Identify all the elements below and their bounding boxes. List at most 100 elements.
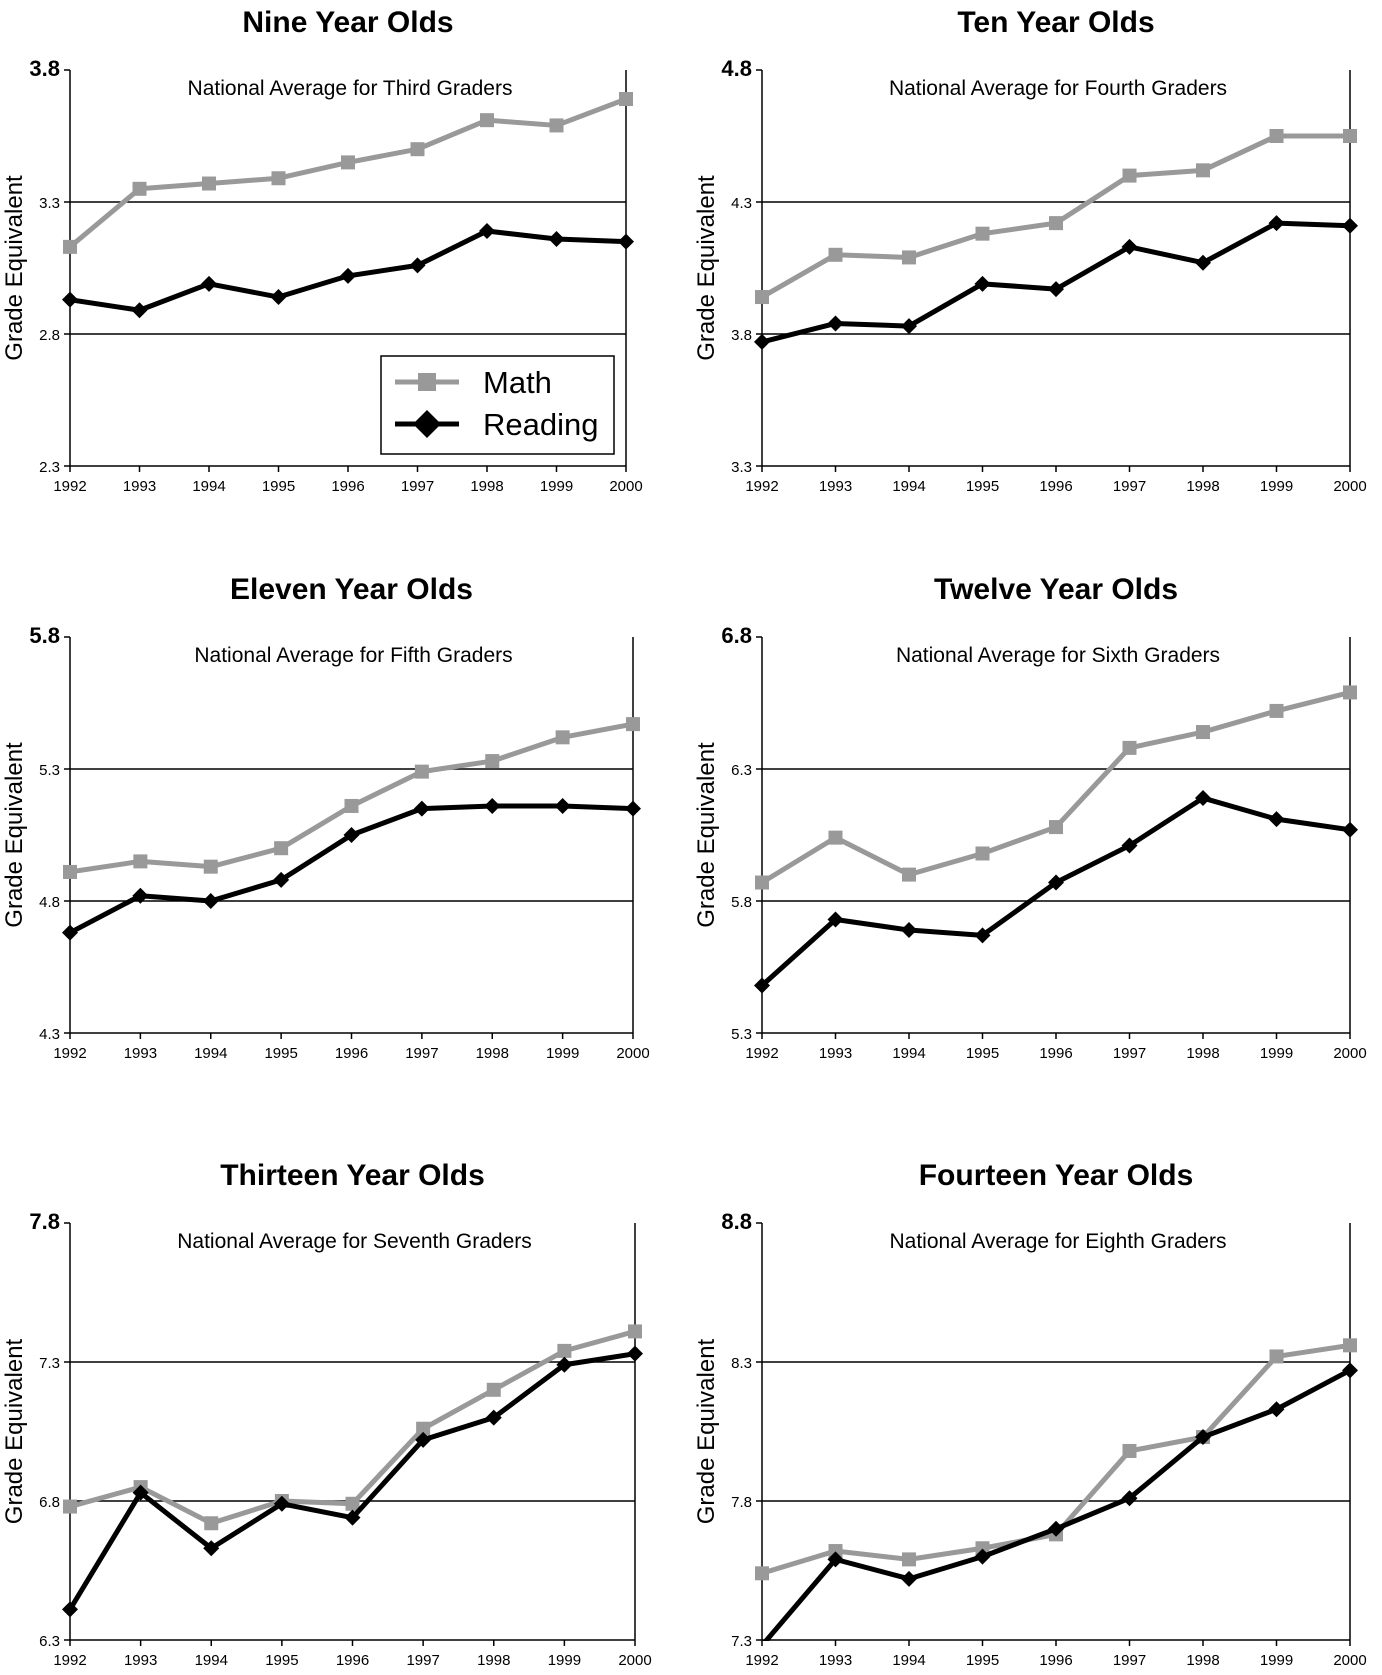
- x-tick-label: 1994: [892, 1652, 925, 1669]
- y-tick-label: 4.3: [39, 1026, 60, 1043]
- x-tick-label: 1999: [546, 1045, 579, 1062]
- reading-marker: [270, 289, 287, 306]
- reading-marker: [625, 800, 641, 817]
- reading-marker: [827, 911, 844, 928]
- math-series-line: [70, 721, 633, 875]
- y-tick-label: 5.8: [29, 623, 60, 648]
- reading-marker: [1342, 217, 1358, 234]
- y-tick-label: 3.8: [29, 56, 60, 81]
- math-marker: [480, 113, 494, 128]
- chart-title: Ten Year Olds: [957, 6, 1154, 39]
- y-tick-label: 6.8: [39, 1494, 60, 1511]
- x-tick-label: 1997: [401, 478, 434, 495]
- reading-marker: [556, 1356, 573, 1373]
- y-tick-label: 6.3: [731, 762, 752, 779]
- reading-marker: [485, 1409, 502, 1426]
- legend: Math Reading: [380, 355, 615, 455]
- chart-panel-4: Twelve Year Olds Grade Equivalent 5.3 5.8 6.…: [693, 573, 1367, 1062]
- x-tick-label: 1997: [1113, 1045, 1146, 1062]
- reading-marker: [201, 275, 217, 292]
- math-marker: [902, 250, 916, 265]
- math-marker: [203, 859, 218, 874]
- x-tick-label: 1993: [124, 1652, 157, 1669]
- x-tick-label: 1996: [1039, 1045, 1072, 1062]
- reading-marker: [1048, 281, 1064, 298]
- reading-marker: [827, 1551, 844, 1568]
- x-tick-label: 2000: [616, 1045, 649, 1062]
- x-tick-label: 1998: [1186, 478, 1219, 495]
- x-tick-label: 1999: [1260, 478, 1293, 495]
- reading-marker: [1268, 1401, 1285, 1418]
- math-marker: [485, 754, 500, 769]
- x-tick-label: 1993: [123, 478, 156, 495]
- math-marker: [133, 854, 148, 869]
- y-tick-label: 3.3: [39, 195, 60, 212]
- reading-marker: [1121, 837, 1138, 854]
- y-tick-label: 6.3: [39, 1633, 60, 1650]
- reading-series-line: [762, 1368, 1350, 1641]
- reading-marker: [131, 302, 148, 319]
- math-marker: [410, 142, 425, 157]
- math-marker: [628, 1324, 642, 1339]
- math-marker: [975, 1541, 990, 1556]
- reading-marker: [409, 257, 426, 274]
- reading-marker: [1048, 1520, 1064, 1537]
- x-tick-label: 1996: [1039, 1652, 1072, 1669]
- math-marker: [1122, 1443, 1137, 1458]
- math-marker: [204, 1516, 219, 1531]
- reading-marker: [618, 233, 634, 250]
- x-tick-label: 1996: [1039, 478, 1072, 495]
- reading-marker: [1195, 790, 1211, 807]
- math-marker: [626, 717, 640, 732]
- y-tick-label: 5.8: [731, 894, 752, 911]
- reading-marker: [1121, 238, 1138, 255]
- math-marker: [344, 798, 359, 813]
- x-tick-label: 1996: [336, 1652, 369, 1669]
- x-tick-label: 1999: [1260, 1045, 1293, 1062]
- math-marker: [902, 867, 916, 882]
- math-marker: [1343, 129, 1357, 143]
- reading-marker: [901, 318, 917, 335]
- math-marker: [63, 239, 77, 254]
- math-marker: [1122, 740, 1137, 755]
- y-tick-label: 7.3: [731, 1633, 752, 1650]
- reading-marker: [974, 927, 991, 944]
- math-marker: [1269, 703, 1284, 718]
- x-tick-label: 1998: [1186, 1045, 1219, 1062]
- math-marker: [271, 171, 286, 186]
- x-tick-label: 1999: [540, 478, 573, 495]
- chart-title: Twelve Year Olds: [934, 573, 1178, 606]
- reading-marker: [754, 977, 770, 994]
- chart-panel-2: Ten Year Olds Grade Equivalent 3.3 3.8 4.3 4.…: [693, 6, 1367, 495]
- x-tick-label: 2000: [609, 478, 642, 495]
- math-marker: [555, 730, 570, 745]
- x-tick-label: 1994: [194, 1045, 227, 1062]
- x-tick-label: 1992: [745, 478, 778, 495]
- chart-annotation: National Average for Seventh Graders: [177, 1230, 532, 1253]
- x-tick-label: 1992: [53, 478, 86, 495]
- y-tick-label: 4.3: [731, 195, 752, 212]
- y-tick-label: 3.3: [731, 459, 752, 476]
- x-tick-label: 2000: [1333, 1652, 1366, 1669]
- chart-annotation: National Average for Fourth Graders: [889, 77, 1227, 100]
- reading-marker: [132, 1484, 149, 1501]
- legend-box: [380, 355, 615, 455]
- reading-marker: [344, 1509, 361, 1526]
- reading-marker: [974, 1548, 991, 1565]
- chart-title: Nine Year Olds: [242, 6, 453, 39]
- reading-marker: [1268, 215, 1285, 232]
- x-tick-label: 1995: [966, 1652, 999, 1669]
- math-marker: [63, 1499, 77, 1514]
- x-tick-label: 1995: [264, 1045, 297, 1062]
- math-marker: [63, 864, 77, 879]
- x-tick-label: 1992: [745, 1652, 778, 1669]
- y-axis-label: Grade Equivalent: [1, 742, 28, 928]
- reading-legend-marker: [413, 410, 441, 438]
- y-tick-label: 7.8: [29, 1209, 60, 1234]
- x-tick-label: 1994: [892, 1045, 925, 1062]
- x-tick-label: 1995: [966, 478, 999, 495]
- x-tick-label: 1992: [53, 1045, 86, 1062]
- math-marker: [1269, 129, 1284, 143]
- x-tick-label: 1997: [405, 1045, 438, 1062]
